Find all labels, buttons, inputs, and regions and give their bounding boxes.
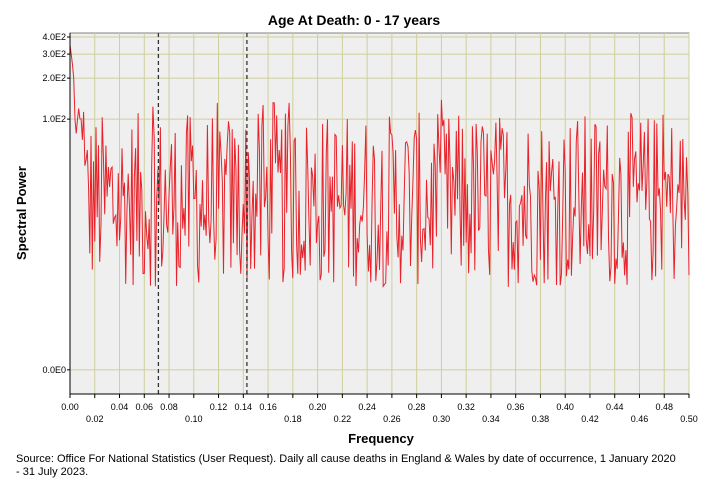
x-tick-label: 0.22 — [334, 414, 352, 424]
series-line — [69, 44, 690, 288]
y-tick-label: 2.0E2 — [42, 73, 66, 83]
x-tick-label: 0.24 — [358, 402, 376, 412]
x-tick-label: 0.16 — [259, 402, 277, 412]
x-tick-label: 0.06 — [136, 402, 154, 412]
x-tick-label: 0.08 — [160, 402, 178, 412]
y-tick-label: 1.0E2 — [42, 114, 66, 124]
x-tick-label: 0.26 — [383, 414, 401, 424]
x-tick-label: 0.02 — [86, 414, 104, 424]
x-tick-label: 0.38 — [532, 414, 550, 424]
x-tick-label: 0.34 — [482, 414, 500, 424]
x-tick-label: 0.18 — [284, 414, 302, 424]
x-tick-label: 0.04 — [111, 402, 129, 412]
x-tick-label: 0.46 — [631, 414, 649, 424]
x-tick-label: 0.20 — [309, 402, 327, 412]
x-tick-label: 0.28 — [408, 402, 426, 412]
x-tick-label: 0.12 — [210, 402, 228, 412]
y-axis-title: Spectral Power — [14, 166, 29, 260]
plot-area — [69, 32, 690, 395]
x-tick-label: 0.14 — [235, 402, 253, 412]
x-tick-label: 0.32 — [457, 402, 475, 412]
x-tick-label: 0.50 — [680, 414, 698, 424]
series-layer — [69, 44, 690, 288]
y-tick-label: 3.0E2 — [42, 49, 66, 59]
x-axis-title: Frequency — [348, 431, 415, 446]
x-tick-label: 0.48 — [655, 402, 673, 412]
x-tick-label: 0.44 — [606, 402, 624, 412]
source-note: Source: Office For National Statistics (… — [16, 453, 676, 478]
y-tick-label: 4.0E2 — [42, 32, 66, 42]
chart-title: Age At Death: 0 - 17 years — [268, 12, 440, 28]
x-tick-label: 0.10 — [185, 414, 203, 424]
x-tick-label: 0.30 — [433, 414, 451, 424]
axes: 4.0E2 3.0E2 2.0E2 1.0E2 0.0E0 0.00 0.04 0.06 0.0… — [42, 32, 697, 424]
x-tick-label: 0.36 — [507, 402, 525, 412]
x-tick-label: 0.40 — [556, 402, 574, 412]
x-tick-label: 0.42 — [581, 414, 599, 424]
y-tick-label: 0.0E0 — [42, 365, 66, 375]
x-tick-label: 0.00 — [61, 402, 79, 412]
